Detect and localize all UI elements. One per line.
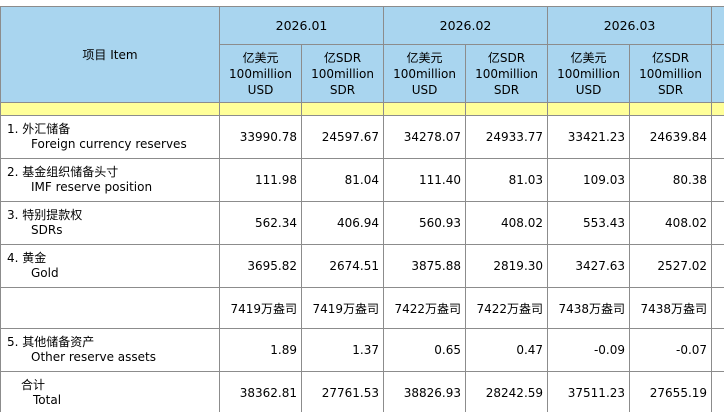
value-cell: 7419万盎司	[300, 287, 385, 329]
unit-header-usd: 亿美元 100million USD	[383, 44, 467, 103]
value-cell: 111.98	[219, 158, 302, 202]
table-row: 2. 基金组织储备头寸 IMF reserve position 111.98 8…	[0, 158, 724, 202]
row-label: 1. 外汇储备 Foreign currency reserves	[0, 115, 220, 159]
item-header: 项目 Item	[0, 6, 220, 103]
value-cell: 408.02	[465, 201, 549, 245]
month-header-1: 2026.01	[218, 6, 385, 45]
value-cell: 38826.93	[383, 371, 467, 412]
value-cell: 408.02	[629, 201, 713, 245]
value-cell: 2527.02	[629, 244, 713, 288]
value-cell: 24597.67	[300, 115, 385, 159]
value-cell: -0.09	[547, 328, 631, 372]
reserves-table: 项目 Item 2026.01 2026.02 2026.03 亿美元 100mi…	[0, 6, 724, 412]
value-cell: 80.38	[629, 158, 713, 202]
value-cell: 33421.23	[547, 115, 631, 159]
value-cell: 0.47	[465, 328, 549, 372]
value-cell: 37511.23	[547, 371, 631, 412]
value-cell: 7438万盎司	[547, 287, 631, 329]
value-cell: 38362.81	[219, 371, 302, 412]
value-cell: 27655.19	[629, 371, 713, 412]
value-cell: 0.65	[383, 328, 467, 372]
unit-header-overflow	[711, 44, 724, 103]
value-cell: 1.37	[300, 328, 385, 372]
row-label: 2. 基金组织储备头寸 IMF reserve position	[0, 158, 220, 202]
row-label: 5. 其他储备资产 Other reserve assets	[0, 328, 220, 372]
row-label: 3. 特别提款权 SDRs	[0, 201, 220, 245]
value-cell: 2674.51	[300, 244, 385, 288]
row-label	[0, 287, 220, 329]
value-cell: 7422万盎司	[465, 287, 549, 329]
value-cell: 3695.82	[219, 244, 302, 288]
table-row: 4. 黄金 Gold 3695.82 2674.51 3875.88 2819.3…	[0, 244, 724, 288]
table-row: 7419万盎司 7419万盎司 7422万盎司 7422万盎司 7438万盎司 …	[0, 287, 724, 329]
table-row: 1. 外汇储备 Foreign currency reserves 33990.7…	[0, 115, 724, 159]
value-cell: 7422万盎司	[383, 287, 467, 329]
row-label: 合计 Total	[0, 371, 220, 412]
value-cell: -0.07	[629, 328, 713, 372]
unit-header-sdr: 亿SDR 100million SDR	[300, 44, 385, 103]
value-cell: 33990.78	[219, 115, 302, 159]
value-cell: 562.34	[219, 201, 302, 245]
value-cell: 34278.07	[383, 115, 467, 159]
value-cell: 560.93	[383, 201, 467, 245]
unit-header-usd: 亿美元 100million USD	[219, 44, 302, 103]
value-cell: 3427.63	[547, 244, 631, 288]
separator-row	[0, 102, 724, 116]
value-cell: 24933.77	[465, 115, 549, 159]
unit-header-usd: 亿美元 100million USD	[547, 44, 631, 103]
unit-header-sdr: 亿SDR 100million SDR	[465, 44, 549, 103]
value-cell: 2819.30	[465, 244, 549, 288]
value-cell: 27761.53	[300, 371, 385, 412]
value-cell: 24639.84	[629, 115, 713, 159]
value-cell: 406.94	[300, 201, 385, 245]
month-header-2: 2026.02	[383, 6, 549, 45]
value-cell: 7438万盎司	[629, 287, 713, 329]
value-cell: 81.03	[465, 158, 549, 202]
unit-header-sdr: 亿SDR 100million SDR	[629, 44, 713, 103]
total-row: 合计 Total 38362.81 27761.53 38826.93 28242…	[0, 371, 724, 412]
value-cell: 7419万盎司	[219, 287, 302, 329]
value-cell: 111.40	[383, 158, 467, 202]
table-row: 5. 其他储备资产 Other reserve assets 1.89 1.37 …	[0, 328, 724, 372]
value-cell: 28242.59	[465, 371, 549, 412]
value-cell: 109.03	[547, 158, 631, 202]
value-cell: 3875.88	[383, 244, 467, 288]
row-label: 4. 黄金 Gold	[0, 244, 220, 288]
value-cell: 81.04	[300, 158, 385, 202]
value-cell: 1.89	[219, 328, 302, 372]
value-cell: 553.43	[547, 201, 631, 245]
table-row: 3. 特别提款权 SDRs 562.34 406.94 560.93 408.02…	[0, 201, 724, 245]
month-header-3: 2026.03	[547, 6, 713, 45]
month-header-overflow	[711, 6, 724, 45]
